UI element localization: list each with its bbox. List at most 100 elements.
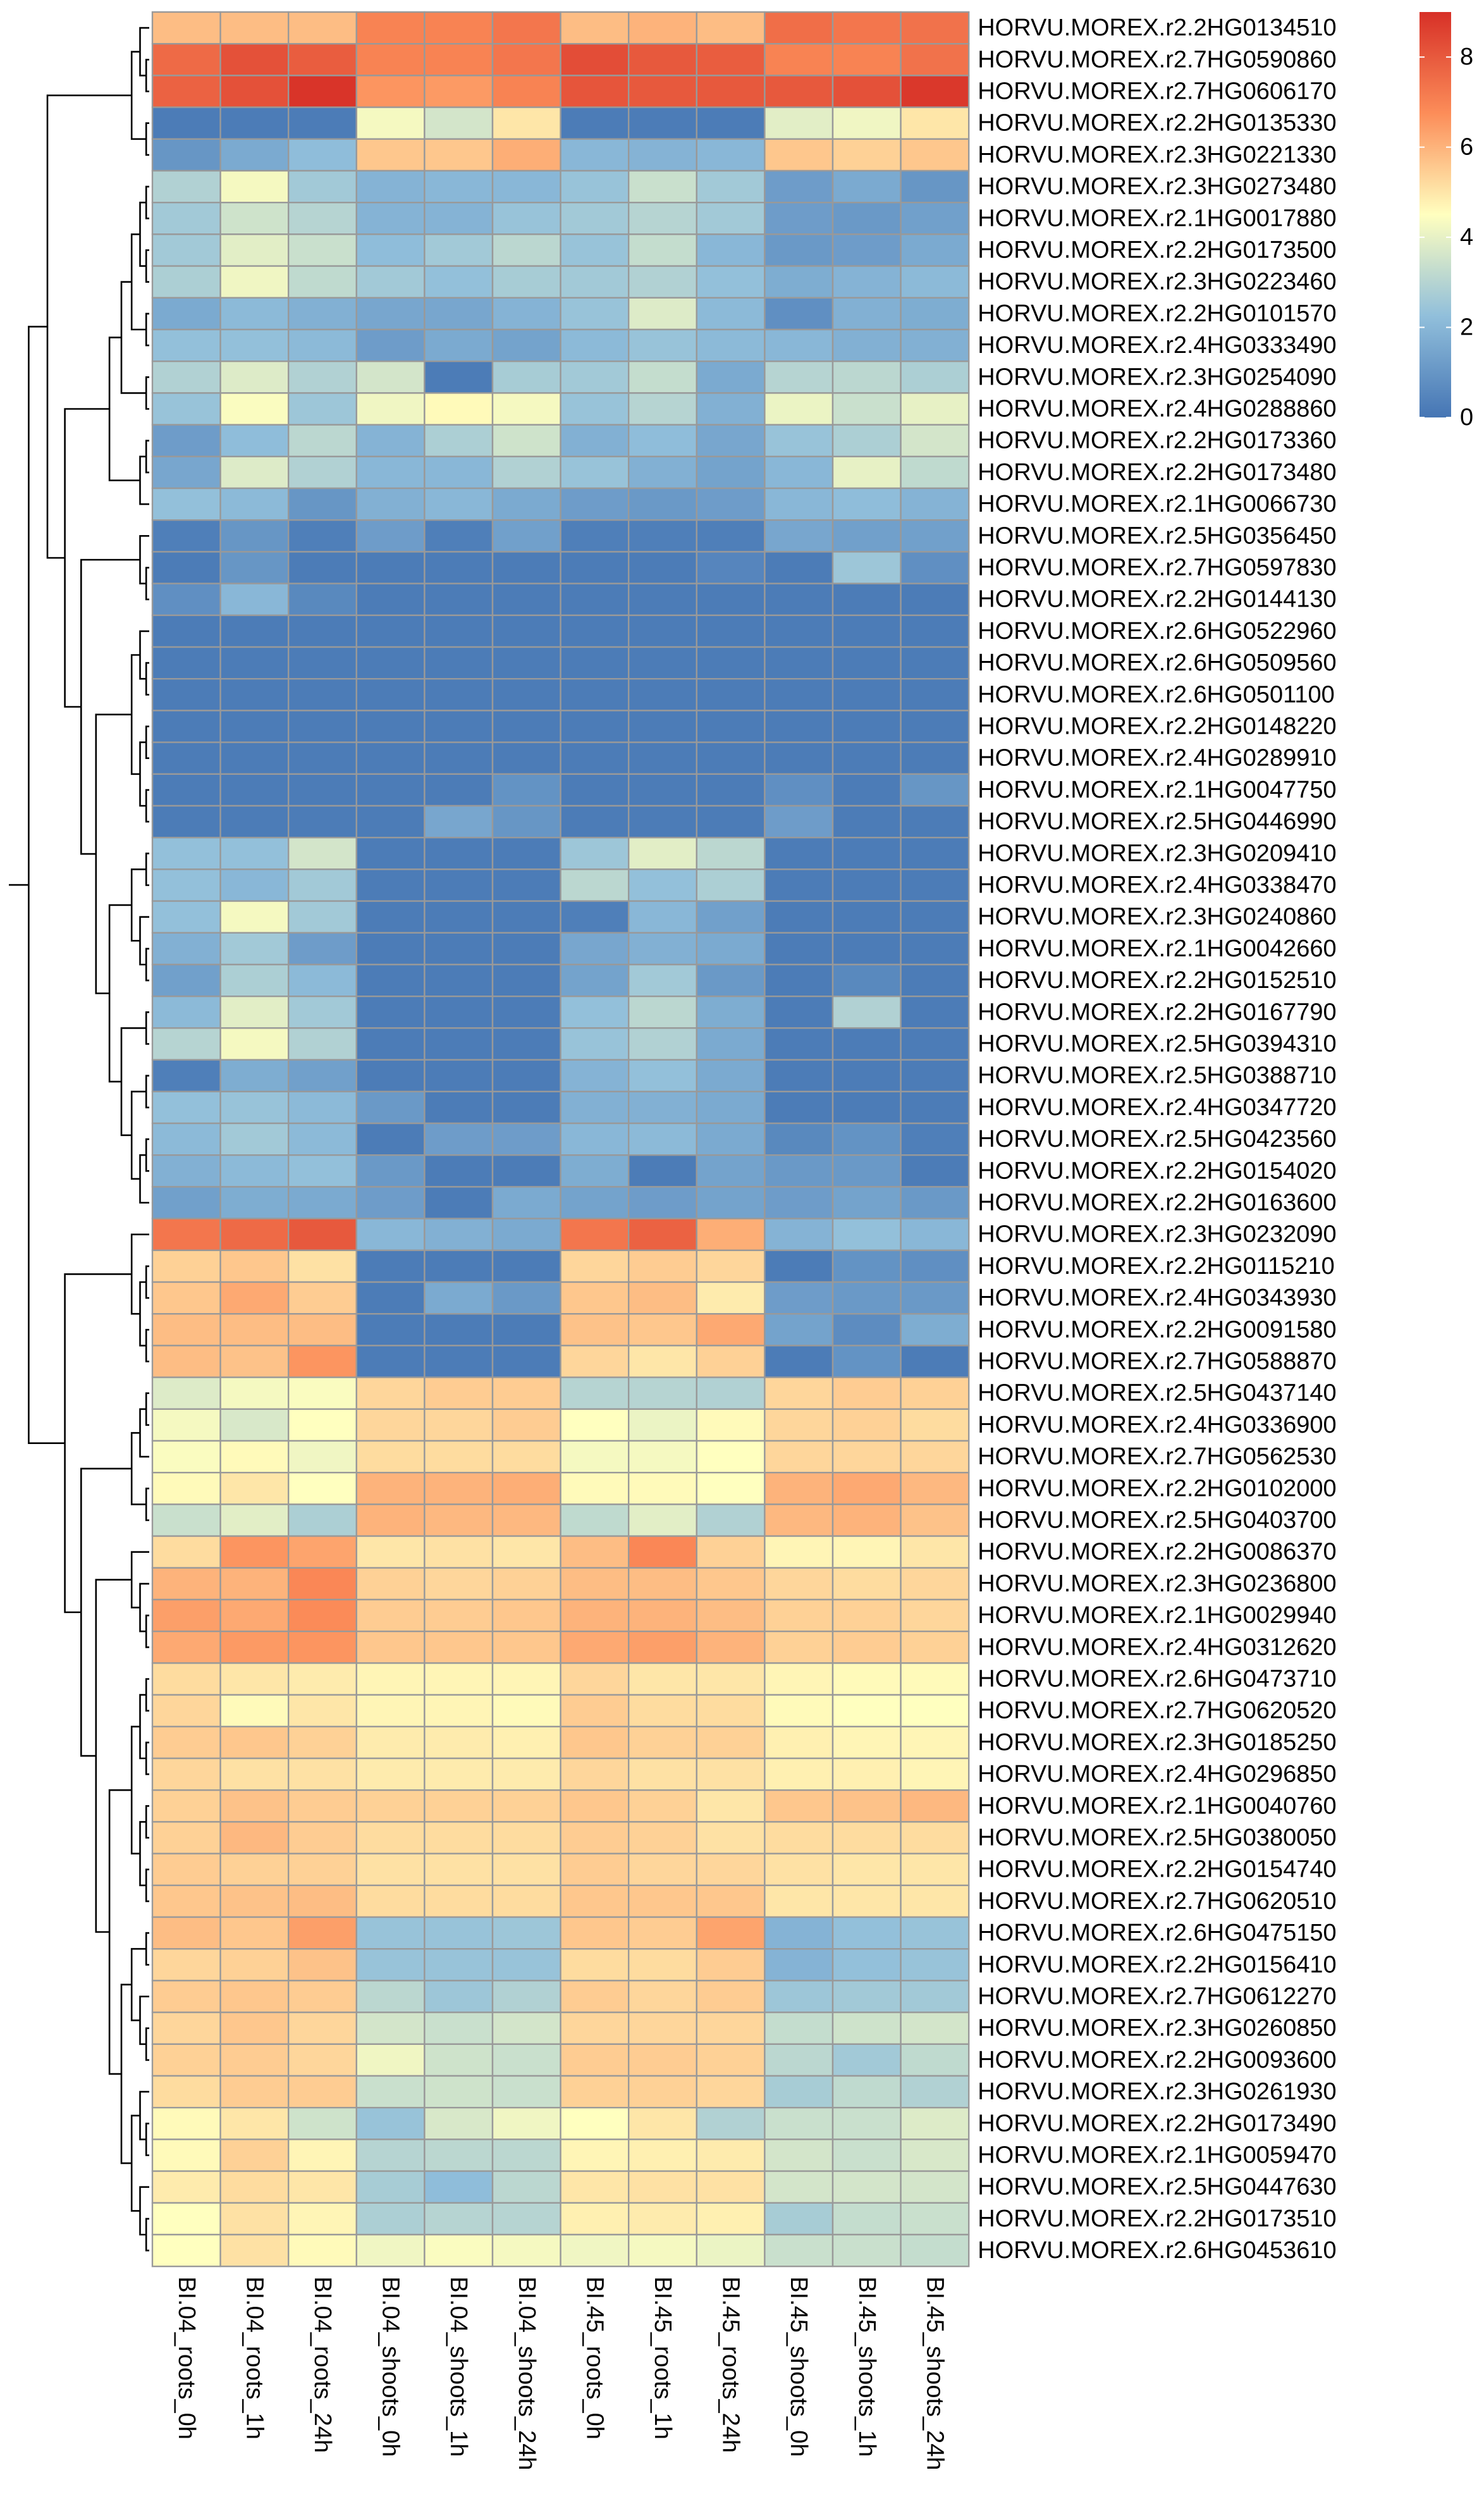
heatmap-cell — [831, 1947, 902, 1982]
heatmap-cell — [355, 1630, 426, 1664]
heatmap-cell — [696, 42, 766, 77]
heatmap-cell — [219, 297, 290, 331]
heatmap-cell — [424, 2011, 494, 2046]
heatmap-cell — [900, 1662, 970, 1696]
heatmap-cell — [696, 455, 766, 490]
heatmap-cell — [219, 1376, 290, 1410]
heatmap-cell — [831, 1249, 902, 1283]
heatmap-cell — [831, 1789, 902, 1823]
heatmap-cell — [355, 1408, 426, 1442]
row-label: HORVU.MOREX.r2.2HG0154740 — [978, 1856, 1336, 1883]
row-dendrogram — [9, 27, 149, 2252]
heatmap-cell — [424, 361, 494, 394]
dendrogram-branch — [145, 2218, 149, 2252]
dendrogram-branch — [80, 1467, 132, 1757]
heatmap-cell — [560, 138, 630, 172]
heatmap-cell — [424, 932, 494, 966]
heatmap-cell — [900, 297, 970, 331]
heatmap-cell — [696, 677, 766, 712]
heatmap-cell — [900, 106, 970, 140]
heatmap-cell — [491, 361, 561, 394]
heatmap-cell — [491, 1122, 561, 1156]
heatmap-cell — [151, 1154, 221, 1188]
heatmap-cell — [151, 1281, 221, 1315]
heatmap-cell — [831, 297, 902, 331]
heatmap-cell — [151, 1725, 221, 1760]
heatmap-cell — [764, 900, 834, 934]
heatmap-cell — [560, 2043, 630, 2077]
heatmap-cell — [831, 1662, 902, 1696]
heatmap-cell — [900, 2075, 970, 2109]
column-label: BI.45_roots_24h — [718, 2276, 744, 2453]
heatmap-cell — [288, 11, 358, 45]
heatmap-cell — [151, 2138, 221, 2172]
heatmap-cell — [628, 1630, 698, 1664]
heatmap-cell — [628, 900, 698, 934]
heatmap-cell — [491, 963, 561, 997]
heatmap-cell — [355, 106, 426, 140]
heatmap-cell — [424, 2075, 494, 2109]
heatmap-cell — [288, 1630, 358, 1664]
row-label: HORVU.MOREX.r2.4HG0312620 — [978, 1634, 1336, 1660]
heatmap-cell — [628, 1947, 698, 1982]
row-label: HORVU.MOREX.r2.6HG0453610 — [978, 2237, 1336, 2264]
heatmap-cell — [219, 1757, 290, 1791]
heatmap-cell — [288, 614, 358, 648]
heatmap-cell — [491, 932, 561, 966]
heatmap-cell — [355, 2043, 426, 2077]
heatmap-cell — [764, 392, 834, 426]
dendrogram-branch — [120, 281, 147, 394]
dendrogram-branch — [145, 662, 149, 696]
row-label: HORVU.MOREX.r2.2HG0148220 — [978, 713, 1336, 740]
heatmap-cell — [696, 1312, 766, 1347]
heatmap-cell — [831, 1345, 902, 1378]
heatmap-cell — [491, 2075, 561, 2109]
row-label: HORVU.MOREX.r2.2HG0102000 — [978, 1475, 1336, 1502]
heatmap-cell — [831, 900, 902, 934]
heatmap-cell — [628, 614, 698, 648]
heatmap-cell — [696, 233, 766, 267]
heatmap-cell — [831, 233, 902, 267]
heatmap-cell — [696, 1249, 766, 1283]
row-label: HORVU.MOREX.r2.2HG0152510 — [978, 967, 1336, 994]
heatmap-cell — [696, 170, 766, 204]
heatmap-cell — [151, 138, 221, 172]
heatmap-cell — [764, 1154, 834, 1188]
heatmap-cell — [151, 75, 221, 108]
row-label: HORVU.MOREX.r2.3HG0221330 — [978, 142, 1336, 168]
heatmap-cell — [560, 75, 630, 108]
dendrogram-branch — [145, 249, 149, 283]
heatmap-cell — [628, 1218, 698, 1251]
heatmap-cell — [491, 1916, 561, 1950]
heatmap-cell — [424, 1884, 494, 1918]
heatmap-cell — [831, 1090, 902, 1125]
heatmap-cell — [764, 773, 834, 807]
heatmap-cell — [764, 42, 834, 77]
heatmap-cell — [151, 773, 221, 807]
heatmap-cell — [764, 297, 834, 331]
heatmap-cell — [355, 1281, 426, 1315]
heatmap-cell — [219, 677, 290, 712]
heatmap-cell — [424, 1312, 494, 1347]
heatmap-cell — [628, 741, 698, 775]
dendrogram-branch — [145, 1805, 149, 1839]
heatmap-cell — [424, 170, 494, 204]
heatmap-cell — [831, 1059, 902, 1092]
row-label: HORVU.MOREX.r2.4HG0289910 — [978, 745, 1336, 772]
heatmap-cell — [219, 1122, 290, 1156]
heatmap-cell — [696, 1154, 766, 1188]
heatmap-cell — [696, 2011, 766, 2046]
dendrogram-branch — [139, 201, 147, 267]
heatmap-cell — [151, 1345, 221, 1378]
heatmap-cell — [831, 2170, 902, 2204]
heatmap-cell — [219, 1281, 290, 1315]
dendrogram-branch — [139, 2090, 149, 2140]
heatmap-cell — [831, 1980, 902, 2013]
heatmap-cell — [560, 773, 630, 807]
heatmap-cell — [831, 424, 902, 457]
heatmap-cell — [560, 1980, 630, 2013]
heatmap-cell — [151, 1186, 221, 1219]
dendrogram-branch — [139, 535, 149, 584]
heatmap-cell — [491, 1027, 561, 1061]
dendrogram-branch — [139, 630, 149, 680]
